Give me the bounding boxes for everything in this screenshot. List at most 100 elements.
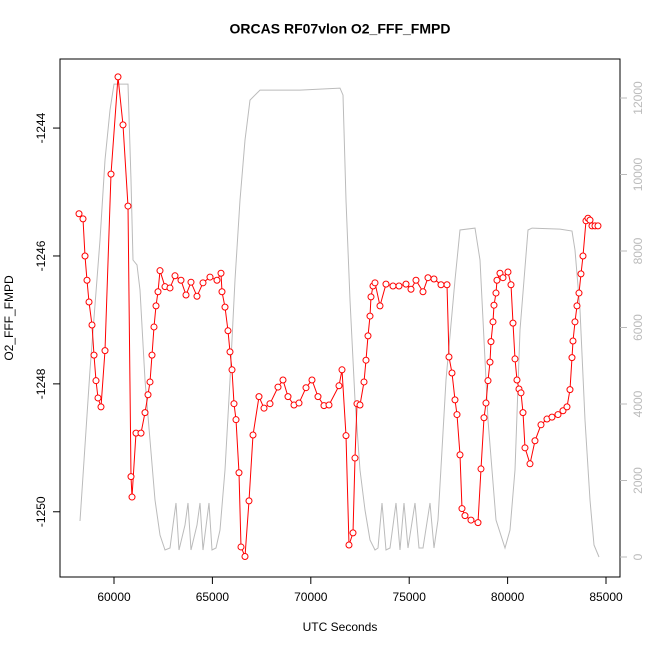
data-point [453, 411, 461, 419]
x-tick-label: 85000 [589, 590, 623, 604]
data-point [366, 312, 374, 320]
data-point [119, 121, 127, 129]
y-tick-label: -1244 [34, 112, 48, 143]
data-point [445, 353, 453, 361]
data-point [489, 318, 497, 326]
data-point [81, 252, 89, 260]
data-point [218, 288, 226, 296]
data-point [487, 338, 495, 346]
data-point [154, 288, 162, 296]
data-point [137, 429, 145, 437]
plot-frame [59, 58, 621, 578]
data-point [255, 393, 263, 401]
series-line [79, 83, 600, 558]
data-point [342, 432, 350, 440]
data-point [419, 288, 427, 296]
x-tick-label: 70000 [294, 590, 328, 604]
data-point [141, 409, 149, 417]
data-point [490, 301, 498, 309]
data-point [314, 393, 322, 401]
data-point [575, 289, 583, 297]
data-point [237, 543, 245, 551]
data-point [230, 400, 238, 408]
data-point [274, 383, 282, 391]
y-tick-label: -1248 [34, 368, 48, 399]
data-point [389, 282, 397, 290]
data-point [97, 403, 105, 411]
data-point [92, 377, 100, 385]
y2-tick-label: 8000 [631, 237, 645, 264]
data-point [492, 289, 500, 297]
data-point [226, 348, 234, 356]
data-point [474, 519, 482, 527]
data-point [579, 252, 587, 260]
data-point [90, 351, 98, 359]
data-point [571, 318, 579, 326]
data-point [199, 279, 207, 287]
data-point [266, 400, 274, 408]
data-point [127, 473, 135, 481]
data-point [568, 354, 576, 362]
data-point [402, 280, 410, 288]
data-point [213, 276, 221, 284]
data-point [166, 284, 174, 292]
data-point [228, 366, 236, 374]
data-point [349, 529, 357, 537]
data-point [526, 460, 534, 468]
data-point [148, 351, 156, 359]
data-point [308, 376, 316, 384]
data-point [124, 202, 132, 210]
y2-tick-label: 12000 [631, 81, 645, 115]
data-point [146, 378, 154, 386]
data-point [206, 273, 214, 281]
data-point [430, 275, 438, 283]
data-point [482, 399, 490, 407]
data-point [594, 222, 602, 230]
data-point [107, 170, 115, 178]
data-point [395, 282, 403, 290]
data-point [75, 210, 83, 218]
data-point [486, 358, 494, 366]
data-point [88, 321, 96, 329]
data-point [376, 302, 384, 310]
data-point [451, 396, 459, 404]
x-tick-label: 80000 [491, 590, 525, 604]
data-point [521, 444, 529, 452]
data-point [548, 413, 556, 421]
data-point [367, 293, 375, 301]
data-point [577, 270, 585, 278]
data-point [537, 421, 545, 429]
y2-tick-label: 2000 [631, 467, 645, 494]
data-point [182, 291, 190, 299]
data-point [171, 272, 179, 280]
data-point [295, 399, 303, 407]
data-point [407, 285, 415, 293]
x-tick-label: 65000 [196, 590, 230, 604]
data-point [235, 469, 243, 477]
data-point [443, 281, 451, 289]
series-line [78, 76, 598, 557]
data-point [279, 376, 287, 384]
data-point [517, 389, 525, 397]
data-point [467, 516, 475, 524]
data-point [224, 327, 232, 335]
data-point [513, 376, 521, 384]
data-point [351, 454, 359, 462]
data-point [245, 497, 253, 505]
data-point [504, 268, 512, 276]
data-point [152, 302, 160, 310]
data-point [566, 386, 574, 394]
data-point [573, 302, 581, 310]
data-point [356, 401, 364, 409]
data-point [509, 319, 517, 327]
data-point [177, 276, 185, 284]
data-point [511, 355, 519, 363]
data-point [382, 280, 390, 288]
data-point [335, 382, 343, 390]
data-point [345, 541, 353, 549]
data-point [507, 281, 515, 289]
data-point [364, 332, 372, 340]
data-point [424, 274, 432, 282]
